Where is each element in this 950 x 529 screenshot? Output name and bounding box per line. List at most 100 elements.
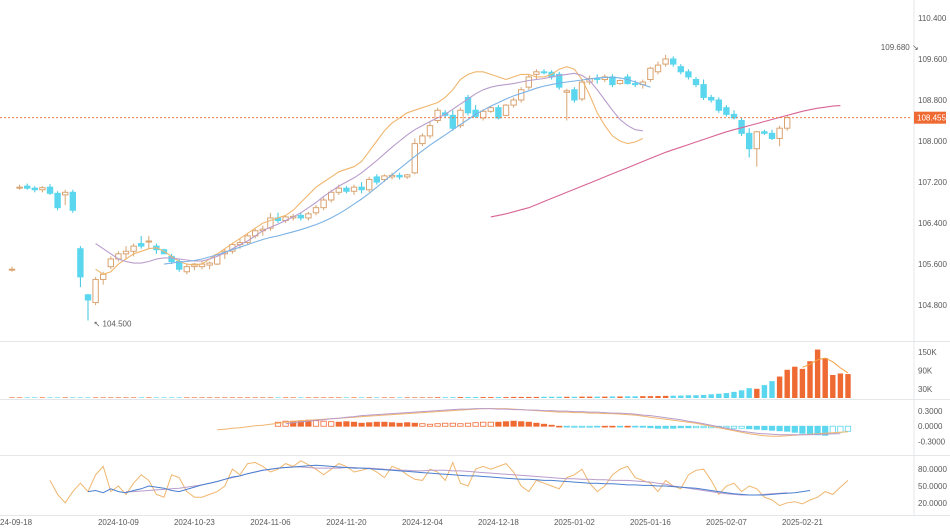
price-tick-label: 108.000 xyxy=(918,137,947,146)
macd-histogram-bar xyxy=(487,421,494,427)
volume-bar xyxy=(343,397,350,398)
candle-up xyxy=(601,74,608,83)
volume-tick-label: 90K xyxy=(918,366,933,375)
volume-bar xyxy=(632,396,638,398)
volume-bar xyxy=(320,397,327,398)
price-tick-label: 109.600 xyxy=(918,55,947,64)
macd-histogram-bar xyxy=(784,425,791,432)
candle-body xyxy=(92,278,99,304)
volume-bar xyxy=(123,397,129,398)
macd-histogram-bar xyxy=(822,425,829,436)
candle-body xyxy=(525,76,532,88)
volume-bar xyxy=(358,397,365,398)
volume-bar xyxy=(138,397,144,398)
macd-histogram-bar xyxy=(677,425,684,429)
macd-histogram-bar xyxy=(791,425,798,433)
candle-body xyxy=(571,89,578,101)
volume-bar xyxy=(700,394,707,398)
macd-tick-label: 0.0000 xyxy=(918,422,943,431)
macd-histogram-bar xyxy=(814,425,821,436)
candle-body xyxy=(84,294,92,301)
candle-body xyxy=(138,243,145,247)
candle-down xyxy=(495,105,502,120)
candle-body xyxy=(464,96,472,114)
candle-body xyxy=(495,107,502,119)
candle-up xyxy=(404,173,411,179)
candle-up xyxy=(502,104,510,117)
candle-body xyxy=(753,131,760,150)
candle-down xyxy=(297,212,305,221)
candle-up xyxy=(320,197,327,211)
date-tick-label: 2024-10-23 xyxy=(174,518,215,527)
current-price-label: 108.455 xyxy=(917,114,946,123)
volume-bar xyxy=(571,396,578,398)
volume-bar xyxy=(199,397,205,398)
candle-down xyxy=(571,87,578,103)
macd-histogram-bar xyxy=(480,421,487,427)
macd-histogram-bar xyxy=(434,423,441,427)
candle-up xyxy=(191,263,198,271)
volume-bar xyxy=(108,397,114,398)
oscillator-line xyxy=(87,464,811,496)
candle-up xyxy=(647,66,654,83)
candle-body xyxy=(107,258,114,268)
candle-up xyxy=(145,235,153,249)
volume-bar xyxy=(655,396,661,398)
volume-bar xyxy=(731,391,737,398)
volume-bar xyxy=(351,397,357,398)
macd-histogram-bar xyxy=(472,422,479,427)
candle-up xyxy=(533,69,540,80)
moving-average-line xyxy=(95,66,644,275)
candle-down xyxy=(700,79,707,100)
candle-up xyxy=(776,125,783,147)
volume-bar xyxy=(495,397,502,398)
volume-bar xyxy=(480,397,486,398)
volume-bar xyxy=(381,397,388,398)
candle-body xyxy=(685,71,692,78)
volume-bar xyxy=(77,397,84,398)
candle-body xyxy=(16,186,23,189)
candle-body xyxy=(677,66,684,73)
macd-histogram-bar xyxy=(609,425,616,428)
macd-histogram-bar xyxy=(692,425,700,429)
macd-histogram-bar xyxy=(738,425,745,429)
candle-body xyxy=(518,89,525,101)
date-tick-label: 2025-01-02 xyxy=(554,518,595,527)
macd-histogram-bar xyxy=(632,425,639,428)
candle-up xyxy=(366,176,373,193)
volume-bar xyxy=(602,396,608,398)
macd-histogram-bar xyxy=(670,425,677,429)
date-tick-label: 2024-12-04 xyxy=(402,518,443,527)
volume-bar xyxy=(85,397,91,398)
candle-up xyxy=(107,256,114,270)
candle-body xyxy=(487,107,495,112)
volume-bar xyxy=(313,397,319,398)
volume-bar xyxy=(503,397,509,398)
macd-histogram-bar xyxy=(806,425,814,435)
volume-bar xyxy=(130,397,137,398)
macd-histogram-bar xyxy=(274,421,282,427)
volume-bar xyxy=(518,396,524,398)
candle-body xyxy=(305,213,312,219)
volume-bar xyxy=(617,396,623,398)
moving-average-line xyxy=(95,72,643,264)
candle-down xyxy=(373,174,381,185)
candle-body xyxy=(404,174,411,178)
candle-down xyxy=(768,129,776,140)
volume-bar xyxy=(92,397,99,398)
candle-up xyxy=(122,246,130,259)
candle-body xyxy=(350,186,358,192)
volume-bar xyxy=(328,397,334,398)
macd-histogram-bar xyxy=(388,422,396,427)
axes: 110.400 109.600 108.800 108.000 107.200 106.4… xyxy=(0,14,947,527)
candle-body xyxy=(510,99,517,106)
volume-bar xyxy=(374,397,380,398)
volume-bar xyxy=(237,397,243,398)
volume-bar xyxy=(716,393,722,398)
candle-down xyxy=(685,69,692,80)
volume-bar xyxy=(472,397,479,398)
volume-bar xyxy=(419,397,426,398)
macd-histogram-bar xyxy=(844,425,852,432)
candle-body xyxy=(8,268,16,271)
candle-up xyxy=(525,74,532,90)
